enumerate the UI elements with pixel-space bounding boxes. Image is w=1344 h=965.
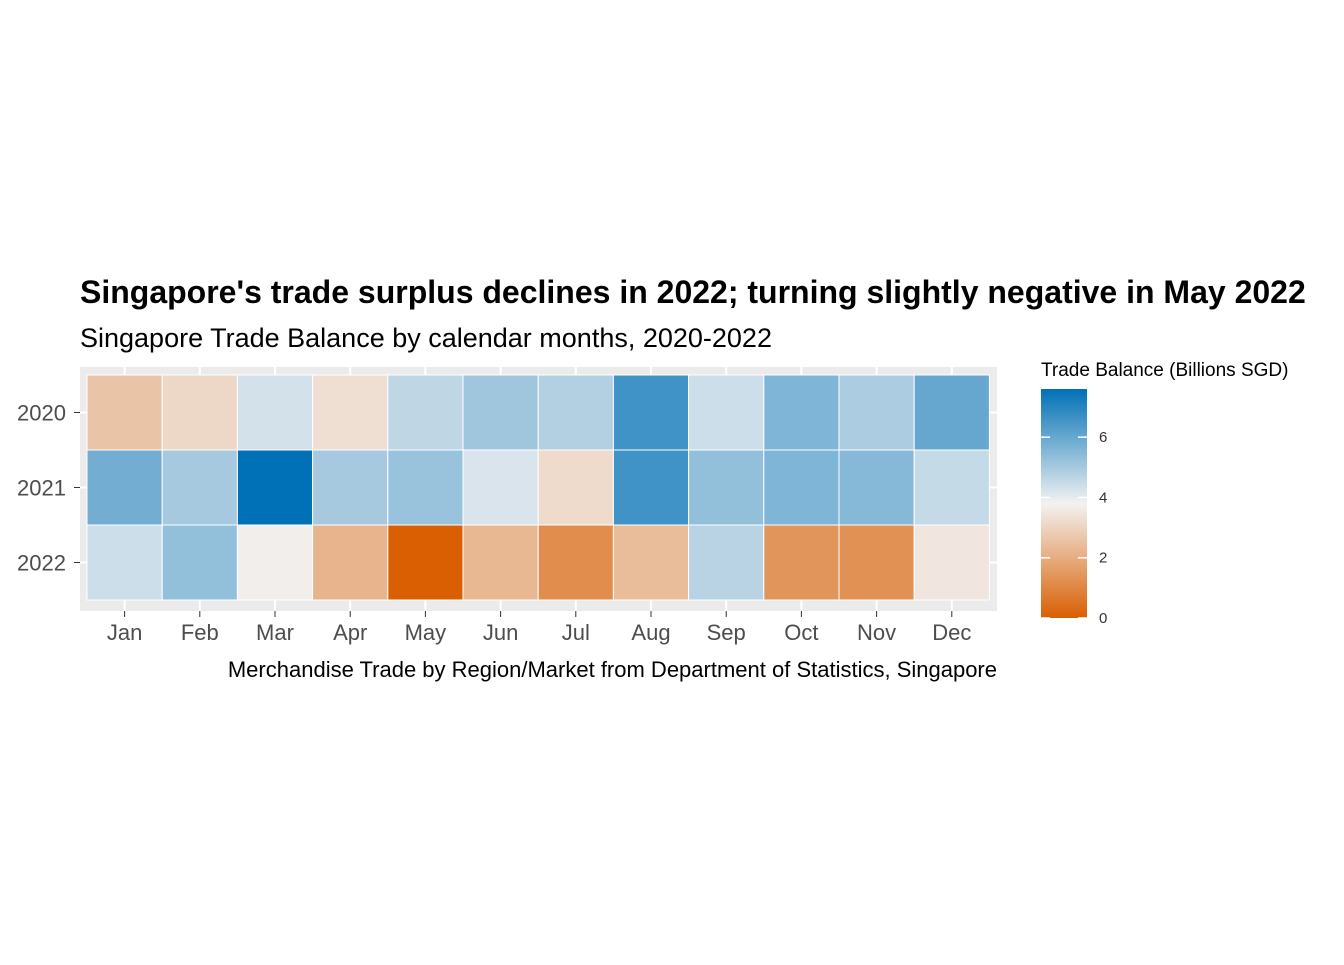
legend-tick-label-4: 4 xyxy=(1099,489,1107,506)
x-tick-label-dec: Dec xyxy=(932,620,971,645)
heatmap-cell-2021-dec xyxy=(913,449,990,526)
heatmap-cell-2021-jun xyxy=(462,449,539,526)
heatmap-cell-2020-jul xyxy=(537,374,614,451)
heatmap-cell-2020-mar xyxy=(236,374,314,451)
x-tick-label-sep: Sep xyxy=(707,620,746,645)
heatmap-cell-2022-jan xyxy=(86,524,163,601)
heatmap-cell-2021-apr xyxy=(312,449,389,526)
heatmap-cell-2021-aug xyxy=(612,449,690,526)
heatmap-cell-2020-sep xyxy=(688,374,765,451)
legend-ticks: 0 2 4 6 xyxy=(1041,429,1107,627)
chart-subtitle: Singapore Trade Balance by calendar mont… xyxy=(80,323,772,353)
y-tick-label-2022: 2022 xyxy=(17,551,66,576)
heatmap-cell-2021-jan xyxy=(86,449,163,526)
heatmap-cell-2020-may xyxy=(387,374,464,451)
legend-title: Trade Balance (Billions SGD) xyxy=(1041,360,1288,381)
heatmap-cell-2022-jun xyxy=(462,524,539,601)
x-tick-label-nov: Nov xyxy=(857,620,896,645)
heatmap-cell-2022-may xyxy=(387,524,464,601)
heatmap-cell-2021-jul xyxy=(537,449,614,526)
legend-colorbar xyxy=(1041,389,1087,618)
legend: Trade Balance (Billions SGD) 0 2 4 6 xyxy=(1041,360,1288,627)
y-tick-label-2020: 2020 xyxy=(17,401,66,426)
x-tick-label-may: May xyxy=(405,620,447,645)
heatmap-cell-2020-apr xyxy=(312,374,389,451)
heatmap-cell-2020-feb xyxy=(161,374,238,451)
heatmap-cell-2022-aug xyxy=(612,524,690,601)
heatmap-cell-2022-jul xyxy=(537,524,614,601)
chart-caption: Merchandise Trade by Region/Market from … xyxy=(228,657,997,682)
x-tick-label-oct: Oct xyxy=(784,620,818,645)
x-tick-label-aug: Aug xyxy=(631,620,670,645)
heatmap-cell-2020-oct xyxy=(763,374,840,451)
heatmap-cell-2021-mar xyxy=(236,449,314,526)
y-tick-label-2021: 2021 xyxy=(17,476,66,501)
heatmap-cell-2022-oct xyxy=(763,524,840,601)
x-tick-label-jul: Jul xyxy=(562,620,590,645)
heatmap-cell-2020-jan xyxy=(86,374,163,451)
x-tick-label-mar: Mar xyxy=(256,620,294,645)
heatmap-cell-2021-nov xyxy=(838,449,915,526)
heatmap-cell-2022-mar xyxy=(236,524,314,601)
chart-title: Singapore's trade surplus declines in 20… xyxy=(80,274,1306,310)
legend-tick-label-0: 0 xyxy=(1099,610,1107,627)
heatmap-cell-2022-nov xyxy=(838,524,915,601)
legend-tick-label-2: 2 xyxy=(1099,550,1107,567)
legend-tick-label-6: 6 xyxy=(1099,429,1107,446)
heatmap-cell-2020-nov xyxy=(838,374,915,451)
heatmap-cell-2021-may xyxy=(387,449,464,526)
heatmap-cell-2022-feb xyxy=(161,524,238,601)
x-axis: Jan Feb Mar Apr May Jun Jul Aug Sep Oct Nov Dec xyxy=(107,611,971,645)
heatmap-cell-2020-aug xyxy=(612,374,690,451)
x-tick-label-apr: Apr xyxy=(333,620,367,645)
heatmap-cell-2022-apr xyxy=(312,524,389,601)
heatmap-cell-2022-dec xyxy=(913,524,990,601)
heatmap-cells xyxy=(86,374,990,601)
heatmap-cell-2021-oct xyxy=(763,449,840,526)
x-tick-label-jun: Jun xyxy=(483,620,518,645)
heatmap-cell-2020-dec xyxy=(913,374,990,451)
y-axis: 2020 2021 2022 xyxy=(17,401,80,576)
heatmap-cell-2021-feb xyxy=(161,449,238,526)
x-tick-label-jan: Jan xyxy=(107,620,142,645)
heatmap-cell-2022-sep xyxy=(688,524,765,601)
heatmap-cell-2021-sep xyxy=(688,449,765,526)
x-tick-label-feb: Feb xyxy=(181,620,219,645)
heatmap-cell-2020-jun xyxy=(462,374,539,451)
